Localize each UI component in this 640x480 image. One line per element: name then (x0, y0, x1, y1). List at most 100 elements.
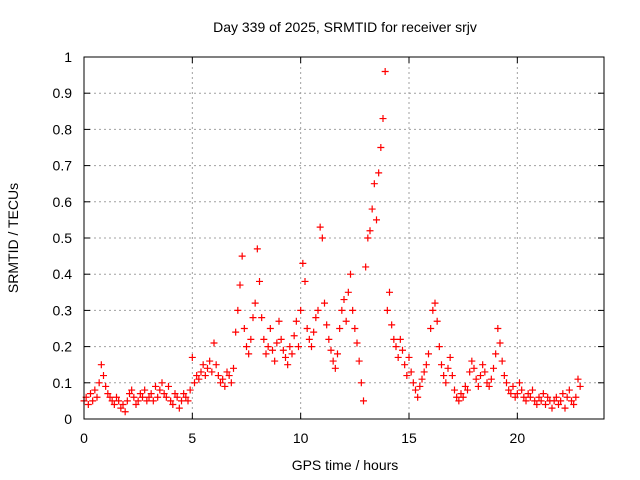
data-point (277, 335, 285, 343)
y-tick-label: 1 (64, 49, 72, 65)
y-tick-label: 0.6 (53, 194, 73, 210)
data-point (340, 296, 348, 304)
data-point (518, 386, 526, 394)
data-point (251, 299, 259, 307)
data-point (500, 372, 508, 380)
data-point (520, 393, 528, 401)
data-point (537, 397, 545, 405)
data-point (431, 299, 439, 307)
data-point (221, 382, 229, 390)
data-point (477, 372, 484, 380)
data-point (143, 397, 151, 405)
data-point (383, 306, 391, 314)
data-point (152, 382, 159, 390)
data-point (208, 368, 216, 376)
data-point (422, 361, 430, 369)
data-point (121, 408, 129, 416)
y-tick-label: 0.1 (53, 375, 73, 391)
data-point (548, 404, 556, 412)
data-point (113, 393, 120, 401)
y-tick-label: 0.4 (53, 266, 73, 282)
data-point (321, 299, 328, 307)
data-point (318, 234, 326, 242)
data-point (158, 379, 166, 387)
data-point (327, 346, 335, 354)
data-point (295, 343, 302, 351)
data-point (201, 372, 209, 380)
data-point (466, 368, 474, 376)
y-tick-label: 0.2 (53, 339, 73, 355)
data-point (565, 386, 573, 394)
data-point (544, 393, 552, 401)
data-point (97, 361, 105, 369)
data-point (509, 382, 517, 390)
data-point (325, 335, 333, 343)
data-point (481, 368, 489, 376)
y-tick-label: 0.8 (53, 121, 73, 137)
data-point (331, 364, 339, 372)
data-point (126, 390, 133, 398)
data-point (440, 372, 448, 380)
data-point (141, 386, 149, 394)
data-point (165, 382, 172, 390)
data-point (204, 364, 211, 372)
data-point (175, 404, 183, 412)
data-point (355, 357, 363, 365)
data-point (193, 372, 201, 380)
x-tick-label: 10 (293, 430, 309, 446)
data-point (301, 277, 309, 285)
grid-layer (84, 57, 604, 419)
data-point (206, 357, 214, 365)
data-point (271, 357, 279, 365)
data-point (485, 382, 493, 390)
data-point (282, 353, 289, 361)
data-point (258, 314, 266, 322)
data-point (535, 393, 543, 401)
data-point (427, 325, 435, 332)
data-point (316, 223, 324, 231)
data-point (568, 397, 575, 405)
data-point (407, 368, 415, 376)
data-point (360, 397, 367, 405)
data-point (416, 382, 424, 390)
data-point (184, 397, 192, 405)
data-point (542, 401, 549, 409)
data-point (314, 306, 322, 314)
data-point (483, 379, 491, 387)
data-point (550, 397, 558, 405)
data-point (403, 372, 411, 380)
data-point (169, 401, 177, 409)
data-point (457, 390, 465, 398)
data-point (297, 306, 305, 314)
data-point (390, 335, 398, 343)
data-point (329, 357, 337, 365)
data-point (160, 390, 168, 398)
data-point (563, 393, 571, 401)
data-point (468, 357, 476, 365)
data-point (212, 361, 220, 369)
data-point (288, 350, 296, 358)
data-point (442, 379, 450, 387)
data-point (139, 393, 146, 401)
data-point (459, 393, 467, 401)
data-point (247, 335, 255, 343)
data-point (470, 364, 478, 372)
data-point (149, 397, 157, 405)
data-point (373, 216, 380, 224)
data-point (539, 390, 547, 398)
data-point (405, 353, 413, 361)
data-point (492, 350, 500, 358)
data-point (453, 393, 461, 401)
data-point (572, 393, 580, 401)
data-point (253, 245, 261, 253)
data-point (134, 397, 142, 405)
data-point (102, 382, 110, 390)
y-tick-label: 0.3 (53, 302, 73, 318)
data-point (394, 353, 402, 361)
y-tick-label: 0.5 (53, 230, 73, 246)
data-point (197, 368, 205, 376)
data-point (210, 339, 218, 347)
data-point (191, 379, 198, 387)
data-point (323, 321, 331, 329)
